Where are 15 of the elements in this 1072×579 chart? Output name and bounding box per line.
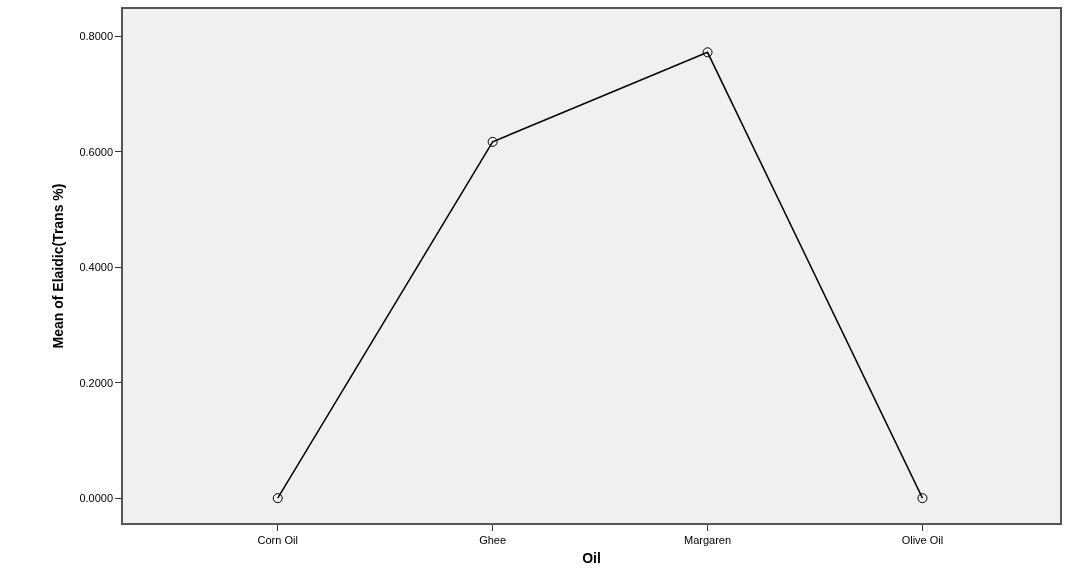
x-tick-label: Corn Oil [257, 533, 298, 546]
y-tick-label: 0.4000 [79, 261, 114, 274]
point [702, 47, 713, 58]
x-axis-title: Oil [582, 549, 601, 566]
y-tick-label: 0.6000 [79, 145, 114, 158]
y-axis-title: Mean of Elaidic(Trans %) [50, 183, 67, 349]
point [917, 493, 928, 504]
y-tick-label: 0.8000 [79, 29, 114, 42]
x-tick-label: Margaren [684, 533, 732, 546]
y-tick-label: 0.0000 [79, 492, 114, 505]
y-tick-label: 0.2000 [79, 376, 114, 389]
x-tick-label: Olive Oil [901, 533, 944, 546]
point [272, 493, 283, 504]
point [487, 136, 498, 147]
x-tick-label: Ghee [479, 533, 507, 546]
